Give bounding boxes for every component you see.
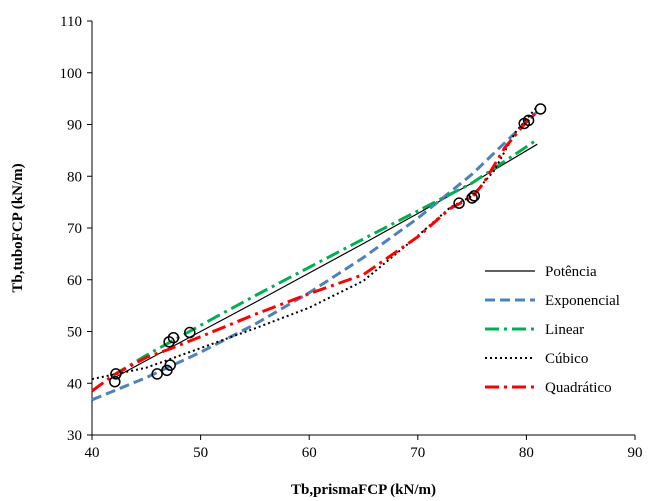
- y-axis-title: Tb,tuboFCP (kN/m): [10, 163, 26, 292]
- y-tick-label: 80: [67, 169, 82, 185]
- y-tick-label: 110: [60, 14, 82, 30]
- data-points: [109, 103, 547, 388]
- legend-label: Quadrático: [545, 380, 612, 396]
- x-tick-label: 90: [628, 445, 643, 461]
- series-layer: [91, 105, 539, 402]
- data-point: [183, 326, 196, 339]
- y-tick-label: 30: [67, 428, 82, 444]
- series-line-exponencial: [91, 110, 539, 402]
- data-point: [534, 103, 547, 115]
- x-tick-label: 60: [302, 445, 317, 461]
- legend: Potência Exponencial Linear Cúbico Quadrátic…: [485, 264, 620, 396]
- data-point: [151, 368, 163, 380]
- data-point: [522, 114, 535, 127]
- axes: [87, 20, 636, 440]
- x-tick-label: 50: [193, 445, 208, 461]
- data-point: [167, 331, 180, 344]
- x-tick-label: 70: [410, 445, 425, 461]
- y-tick-label: 60: [67, 273, 82, 289]
- data-point: [109, 375, 121, 388]
- y-tick-label: 70: [67, 221, 82, 237]
- legend-label: Exponencial: [545, 293, 620, 309]
- series-line-potência: [113, 143, 538, 379]
- data-point: [164, 359, 176, 371]
- legend-label: Potência: [545, 264, 597, 280]
- y-tick-label: 50: [67, 325, 82, 341]
- x-tick-label: 80: [519, 445, 534, 461]
- series-line-quadrático: [91, 110, 539, 393]
- y-tick-label: 40: [67, 376, 82, 392]
- data-point: [468, 190, 481, 202]
- legend-label: Linear: [545, 322, 584, 338]
- data-point: [110, 368, 122, 380]
- data-point: [453, 197, 465, 209]
- y-tick-label: 100: [60, 66, 83, 82]
- series-line-cúbico: [91, 105, 539, 381]
- legend-label: Cúbico: [545, 351, 588, 367]
- data-point: [466, 192, 478, 204]
- x-axis-title: Tb,prismaFCP (kN/m): [291, 482, 436, 498]
- y-tick-label: 90: [67, 118, 82, 134]
- series-line-linear: [112, 138, 539, 377]
- x-tick-label: 40: [85, 445, 100, 461]
